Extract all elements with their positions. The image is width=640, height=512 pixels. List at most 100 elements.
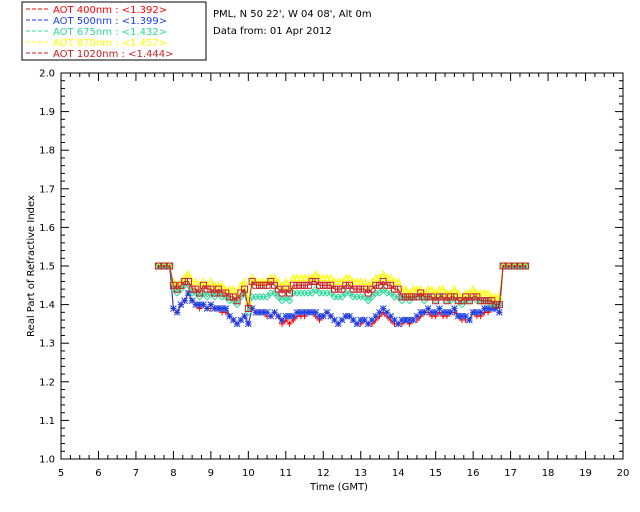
data-point-star bbox=[466, 316, 473, 324]
data-point-triangle bbox=[218, 281, 226, 289]
data-point-square bbox=[492, 301, 500, 309]
data-point-triangle bbox=[192, 277, 200, 285]
data-point-triangle bbox=[315, 273, 324, 282]
series-aot-500nm bbox=[155, 262, 529, 328]
data-point-square bbox=[465, 297, 473, 305]
data-point-triangle bbox=[356, 277, 365, 285]
data-point-triangle bbox=[435, 285, 444, 293]
data-point-star bbox=[289, 312, 297, 320]
data-point-star bbox=[229, 316, 237, 324]
data-point-triangle bbox=[413, 285, 421, 293]
legend: AOT 400nm : <1.392>AOT 500nm : <1.399>AO… bbox=[21, 1, 207, 61]
data-point-diamond bbox=[308, 289, 316, 297]
data-point-square bbox=[207, 285, 215, 293]
x-tick-label: 14 bbox=[392, 468, 405, 479]
data-point-square bbox=[233, 297, 241, 305]
data-point-square bbox=[338, 285, 346, 293]
series-aot-870nm bbox=[154, 261, 530, 305]
data-point-square bbox=[188, 285, 196, 293]
data-point-triangle bbox=[293, 273, 301, 282]
data-point-square bbox=[368, 285, 376, 293]
legend-entry: AOT 500nm : <1.399> bbox=[26, 16, 167, 27]
data-point-square bbox=[495, 301, 503, 309]
data-point-triangle bbox=[484, 288, 492, 297]
data-point-square bbox=[334, 285, 342, 293]
x-axis-label: Time (GMT) bbox=[309, 482, 368, 493]
data-point-diamond bbox=[394, 293, 402, 301]
y-tick-label: 1.8 bbox=[39, 146, 55, 157]
x-tick-label: 5 bbox=[58, 468, 64, 479]
data-point-triangle bbox=[222, 285, 230, 293]
data-point-triangle bbox=[281, 277, 290, 285]
y-tick-label: 1.9 bbox=[39, 107, 55, 118]
data-point-square bbox=[439, 293, 447, 301]
x-tick-label: 15 bbox=[429, 468, 442, 479]
data-point-square bbox=[364, 289, 372, 297]
data-point-triangle bbox=[210, 281, 219, 289]
data-point-square bbox=[184, 277, 192, 285]
data-point-square bbox=[312, 277, 320, 285]
data-point-triangle bbox=[311, 269, 320, 278]
data-point-square bbox=[166, 262, 174, 270]
data-point-plus bbox=[286, 320, 293, 327]
data-point-triangle bbox=[368, 277, 376, 285]
data-point-triangle bbox=[353, 277, 361, 285]
data-point-square bbox=[522, 262, 530, 270]
chart-subtitle: Data from: 01 Apr 2012 bbox=[213, 26, 332, 37]
data-point-square bbox=[263, 281, 271, 289]
data-point-square bbox=[353, 285, 361, 293]
data-point-square bbox=[379, 277, 387, 285]
data-point-triangle bbox=[465, 288, 474, 297]
data-point-square bbox=[244, 304, 252, 312]
data-point-square bbox=[405, 293, 413, 301]
data-point-square bbox=[274, 285, 282, 293]
chart-title: PML, N 50 22', W 04 08', Alt 0m bbox=[213, 9, 372, 20]
data-point-triangle bbox=[409, 285, 417, 293]
data-point-triangle bbox=[454, 288, 462, 297]
data-point-square bbox=[256, 281, 264, 289]
data-point-triangle bbox=[383, 273, 391, 282]
data-point-square bbox=[218, 289, 226, 297]
data-point-star bbox=[244, 320, 252, 328]
data-point-triangle bbox=[289, 273, 298, 282]
data-point-triangle bbox=[188, 277, 196, 285]
data-point-square bbox=[173, 285, 181, 293]
data-point-triangle bbox=[304, 273, 313, 282]
data-point-square bbox=[259, 281, 267, 289]
data-point-triangle bbox=[371, 273, 380, 282]
data-point-star bbox=[334, 320, 342, 328]
data-point-square bbox=[297, 281, 305, 289]
data-point-triangle bbox=[420, 288, 429, 297]
data-point-square bbox=[454, 297, 462, 305]
data-point-square bbox=[308, 277, 316, 285]
data-point-square bbox=[226, 293, 234, 301]
data-point-square bbox=[409, 293, 417, 301]
data-point-triangle bbox=[446, 288, 455, 297]
data-point-square bbox=[480, 297, 488, 305]
data-point-square bbox=[203, 285, 211, 293]
data-point-square bbox=[417, 289, 425, 297]
data-point-triangle bbox=[349, 277, 358, 285]
data-point-star bbox=[271, 308, 278, 316]
data-point-square bbox=[387, 281, 395, 289]
data-point-square bbox=[293, 281, 301, 289]
y-axis: 1.0 1.1 1.2 1.3 1.4 1.5 1.6 1.7 1.8 1.9 2.0 bbox=[39, 69, 623, 466]
data-point-star bbox=[451, 305, 458, 312]
data-point-triangle bbox=[214, 281, 223, 289]
y-tick-label: 1.1 bbox=[39, 416, 55, 427]
data-point-triangle bbox=[323, 273, 331, 282]
data-point-star bbox=[496, 308, 503, 316]
data-point-triangle bbox=[180, 273, 189, 282]
legend-entry: AOT 870nm : <1.457> bbox=[26, 38, 167, 49]
data-point-triangle bbox=[233, 288, 241, 297]
data-point-triangle bbox=[330, 277, 339, 285]
data-point-square bbox=[342, 281, 350, 289]
data-point-square bbox=[372, 281, 380, 289]
data-point-triangle bbox=[338, 277, 346, 285]
x-tick-label: 12 bbox=[317, 468, 330, 479]
data-point-square bbox=[196, 289, 204, 297]
series-layer bbox=[154, 261, 530, 328]
x-axis: 5 6 7 8 9 10 11 12 13 14 15 16 17 18 19 20 bbox=[58, 73, 629, 479]
data-point-triangle bbox=[300, 273, 309, 282]
